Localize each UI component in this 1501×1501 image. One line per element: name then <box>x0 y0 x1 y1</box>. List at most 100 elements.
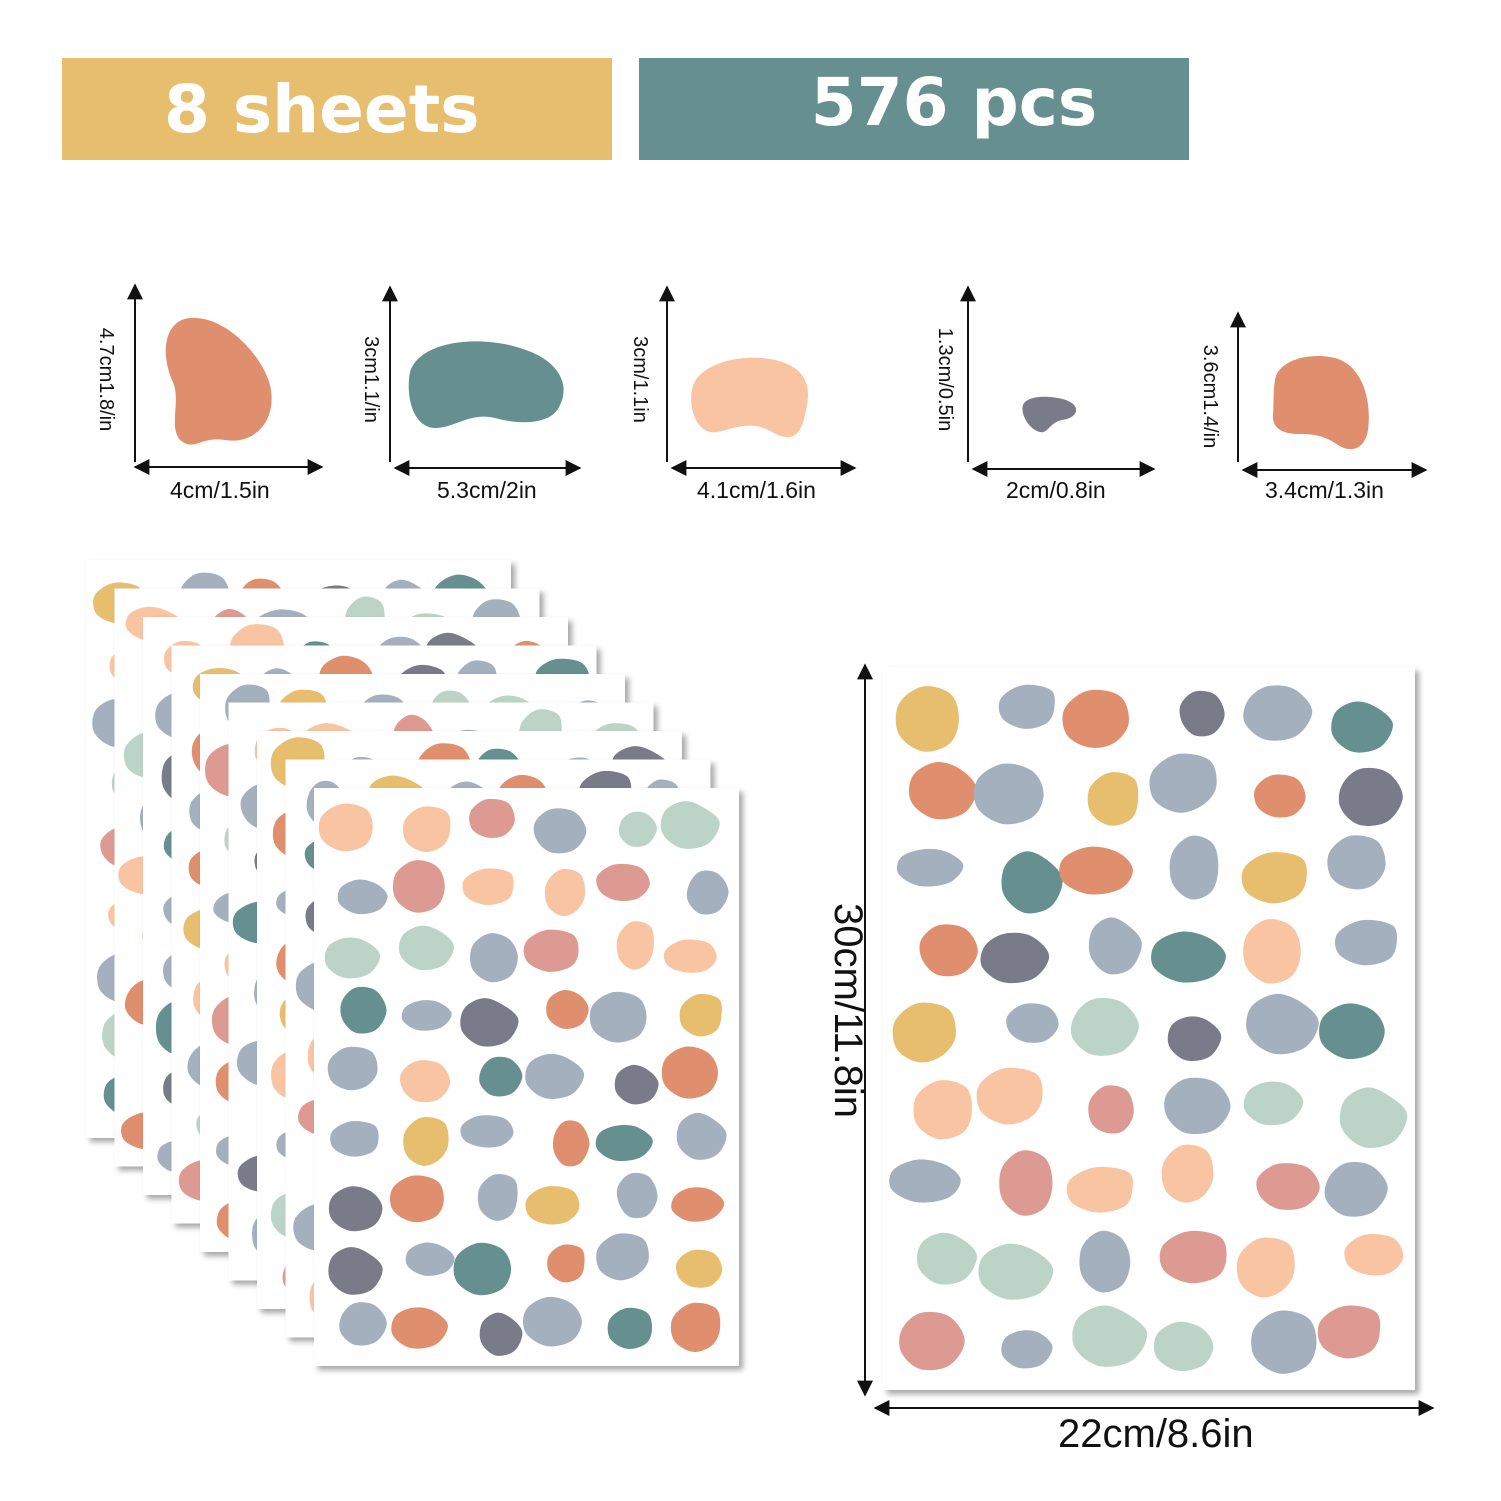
sticker-blob <box>1164 1077 1231 1135</box>
sticker-blob <box>676 1112 727 1160</box>
sticker-blob <box>1246 993 1319 1055</box>
sticker-blob <box>1334 919 1398 966</box>
sticker-blob <box>327 1046 378 1091</box>
sticker-blob <box>402 806 451 853</box>
sticker-blob <box>1066 1166 1134 1213</box>
sticker-blob <box>973 763 1044 825</box>
sticker-blob <box>339 1302 387 1346</box>
sticker-blob <box>318 803 373 852</box>
sticker-blob <box>1317 1305 1381 1359</box>
sticker-blob <box>552 1120 590 1167</box>
sticker-blob <box>1149 753 1217 813</box>
shape-5-width-label: 3.4cm/1.3in <box>1265 477 1384 503</box>
sticker-blob <box>1062 689 1130 748</box>
sticker-blob <box>525 1186 580 1225</box>
sticker-blob <box>895 686 959 752</box>
sticker-blob <box>660 801 720 849</box>
sticker-blob <box>919 924 978 977</box>
sticker-blob <box>398 925 454 971</box>
sticker-blob <box>595 1124 653 1162</box>
sticker-blob <box>1256 1163 1320 1210</box>
sheets-count-text: 8 sheets <box>164 70 480 148</box>
sample-shape-1 <box>127 283 324 475</box>
shape-4-blob <box>1022 396 1077 433</box>
shape-5-blob <box>1272 356 1369 450</box>
sticker-blob <box>1059 846 1133 895</box>
sticker-blob <box>1169 835 1219 900</box>
sticker-blob <box>916 1232 977 1285</box>
sticker-blob <box>525 1053 585 1099</box>
sticker-blob <box>1251 1310 1317 1374</box>
sticker-blob <box>1088 1085 1134 1134</box>
sticker-blob <box>1151 931 1226 983</box>
sticker-blob <box>616 1172 658 1219</box>
shape-2-width-label: 5.3cm/2in <box>437 477 537 503</box>
sticker-blob <box>999 1150 1053 1216</box>
sticker-blob <box>1243 918 1301 984</box>
sticker-blob <box>1161 1144 1214 1203</box>
sticker-blob <box>1327 835 1386 890</box>
sticker-blob <box>460 998 519 1047</box>
sticker-blob <box>328 1186 383 1232</box>
sticker-blob <box>913 1080 972 1140</box>
shape-3-blob <box>691 357 808 438</box>
sticker-blob <box>547 1244 585 1283</box>
sticker-blob <box>401 1000 452 1031</box>
stacked-sheet <box>314 788 739 1366</box>
sticker-blob <box>614 1064 659 1105</box>
pieces-count-text: 576 pcs <box>810 63 1098 141</box>
sticker-blob <box>1087 772 1139 826</box>
sticker-blob <box>324 937 381 979</box>
sample-shape-5 <box>1230 311 1428 478</box>
sticker-blob <box>998 684 1055 729</box>
sticker-blob <box>546 989 589 1029</box>
sticker-blob <box>589 991 647 1043</box>
sticker-blob <box>607 1307 653 1349</box>
sticker-blob <box>980 932 1050 984</box>
shape-3-width-label: 4.1cm/1.6in <box>697 477 816 503</box>
sticker-blob <box>670 1302 721 1352</box>
sticker-blob <box>328 1247 383 1295</box>
sticker-blob <box>908 762 977 820</box>
sticker-blob <box>1338 767 1403 826</box>
sticker-blob <box>976 1067 1043 1125</box>
sticker-blob <box>1339 1087 1408 1148</box>
sticker-blob <box>1254 774 1306 818</box>
sticker-blob <box>544 869 586 917</box>
sticker-blob <box>533 808 587 854</box>
sticker-blob <box>679 994 722 1037</box>
sticker-blob <box>403 1116 449 1166</box>
sheet-stack <box>86 560 739 1366</box>
sticker-blob <box>671 1187 725 1222</box>
sticker-blob <box>1001 1330 1053 1369</box>
sticker-blob <box>663 939 717 973</box>
sticker-blob <box>389 1175 444 1223</box>
sticker-blob <box>618 811 658 847</box>
sticker-blob <box>479 1056 523 1097</box>
sticker-blob <box>1236 1237 1295 1298</box>
shape-1-height-label: 4.7cm1.8/in <box>95 327 118 432</box>
sample-shape-2 <box>382 285 582 476</box>
sticker-blob <box>686 870 729 915</box>
sheets-banner: 8 sheets <box>62 58 612 160</box>
sticker-blob <box>392 860 445 913</box>
sticker-blob <box>1324 1162 1388 1217</box>
sticker-blob <box>661 1046 719 1099</box>
sticker-blob <box>469 798 515 838</box>
sticker-blob <box>675 1249 723 1288</box>
sticker-blob <box>1006 1003 1059 1043</box>
sticker-blob <box>616 921 654 970</box>
sticker-blob <box>399 1060 451 1103</box>
sticker-blob <box>1159 1230 1227 1284</box>
sticker-blob <box>1344 1233 1404 1276</box>
sticker-blob <box>1070 998 1139 1056</box>
sample-shape-3 <box>659 285 857 476</box>
sticker-blob <box>1319 1003 1385 1060</box>
large-sheet-stickers <box>889 684 1408 1374</box>
sticker-blob <box>330 1120 379 1157</box>
sticker-blob <box>889 1159 961 1203</box>
shape-2-blob <box>408 341 564 428</box>
sticker-blob <box>1243 685 1313 741</box>
sticker-blob <box>1243 1081 1304 1126</box>
